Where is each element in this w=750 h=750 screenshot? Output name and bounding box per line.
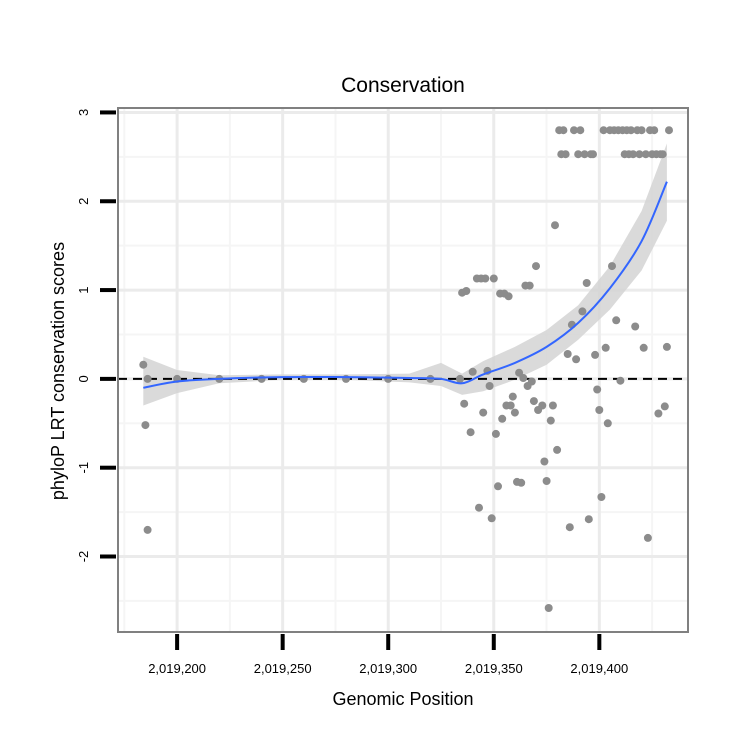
- data-point: [517, 478, 526, 487]
- grid-major: [118, 108, 688, 632]
- data-point: [466, 428, 475, 437]
- data-point: [629, 150, 638, 159]
- data-point: [593, 385, 602, 394]
- y-axis: -2 -1 0 1 2 3: [76, 109, 116, 562]
- data-point: [584, 515, 593, 524]
- data-point: [519, 374, 528, 382]
- scatter-points: [139, 126, 673, 612]
- data-point: [595, 406, 604, 414]
- data-point: [580, 150, 589, 159]
- data-point: [608, 262, 616, 271]
- x-axis-label: Genomic Position: [332, 689, 473, 709]
- confidence-band: [143, 143, 667, 406]
- data-point: [597, 493, 606, 501]
- data-point: [658, 150, 667, 159]
- data-point: [479, 408, 488, 417]
- data-point: [570, 126, 578, 135]
- data-point: [139, 360, 148, 369]
- data-point: [601, 343, 610, 352]
- data-point: [591, 350, 600, 359]
- grid-minor: [118, 108, 688, 632]
- data-point: [257, 374, 266, 383]
- data-point: [532, 262, 540, 271]
- data-point: [563, 350, 572, 358]
- data-point: [538, 401, 547, 410]
- data-point: [485, 382, 494, 390]
- data-point: [561, 150, 570, 159]
- data-point: [559, 126, 568, 135]
- x-tick-label: 2,019,350: [465, 661, 523, 676]
- y-tick-label: 3: [76, 109, 91, 116]
- data-point: [551, 221, 559, 230]
- y-axis-label: phyloP LRT conservation scores: [48, 242, 68, 500]
- data-point: [565, 523, 574, 532]
- y-tick-label: 2: [76, 198, 91, 205]
- data-point: [578, 307, 587, 316]
- data-point: [582, 279, 591, 287]
- y-tick-label: -2: [76, 551, 91, 563]
- data-point: [544, 604, 553, 612]
- data-point: [525, 281, 534, 290]
- data-point: [662, 342, 671, 351]
- data-point: [643, 533, 652, 542]
- data-point: [542, 477, 551, 485]
- data-point: [574, 150, 583, 159]
- data-point: [491, 429, 500, 438]
- data-point: [589, 150, 597, 159]
- x-tick-label: 2,019,200: [148, 661, 206, 676]
- x-tick-label: 2,019,300: [359, 661, 417, 676]
- data-point: [504, 292, 513, 301]
- data-point: [631, 322, 640, 331]
- data-point: [637, 126, 646, 135]
- data-point: [660, 402, 669, 411]
- data-point: [141, 421, 150, 430]
- data-point: [384, 374, 393, 383]
- x-tick-label: 2,019,250: [254, 661, 312, 676]
- data-point: [540, 457, 549, 466]
- data-point: [553, 445, 562, 454]
- x-axis: 2,019,200 2,019,250 2,019,300 2,019,350 2,01…: [148, 634, 628, 676]
- x-tick-label: 2,019,400: [570, 661, 628, 676]
- data-point: [508, 392, 517, 401]
- data-point: [654, 409, 663, 418]
- y-tick-label: 0: [76, 375, 91, 382]
- data-point: [462, 287, 471, 295]
- data-point: [481, 274, 490, 283]
- data-point: [599, 126, 608, 135]
- data-point: [616, 376, 625, 385]
- data-point: [460, 399, 469, 408]
- data-point: [572, 355, 581, 364]
- data-point: [639, 343, 648, 352]
- data-point: [510, 408, 519, 417]
- plot-panel: [118, 108, 688, 632]
- data-point: [498, 414, 507, 423]
- data-point: [548, 401, 557, 410]
- data-point: [475, 503, 483, 512]
- data-point: [468, 367, 477, 376]
- data-point: [603, 419, 612, 428]
- data-point: [506, 401, 515, 410]
- data-point: [456, 374, 464, 383]
- data-point: [665, 126, 673, 135]
- data-point: [641, 150, 650, 159]
- data-point: [635, 150, 644, 159]
- data-point: [612, 316, 621, 325]
- data-point: [143, 525, 152, 534]
- data-point: [650, 126, 659, 135]
- data-point: [494, 482, 502, 491]
- chart-title: Conservation: [341, 74, 465, 97]
- data-point: [546, 416, 555, 425]
- y-tick-label: -1: [76, 462, 91, 474]
- data-point: [143, 374, 152, 383]
- data-point: [527, 377, 536, 386]
- data-point: [489, 274, 498, 283]
- smooth-fit-line: [143, 181, 668, 389]
- data-point: [529, 397, 538, 406]
- data-point: [487, 514, 496, 523]
- y-tick-label: 1: [76, 286, 91, 293]
- panel-border: [117, 107, 689, 633]
- data-point: [576, 126, 585, 135]
- data-point: [627, 126, 635, 135]
